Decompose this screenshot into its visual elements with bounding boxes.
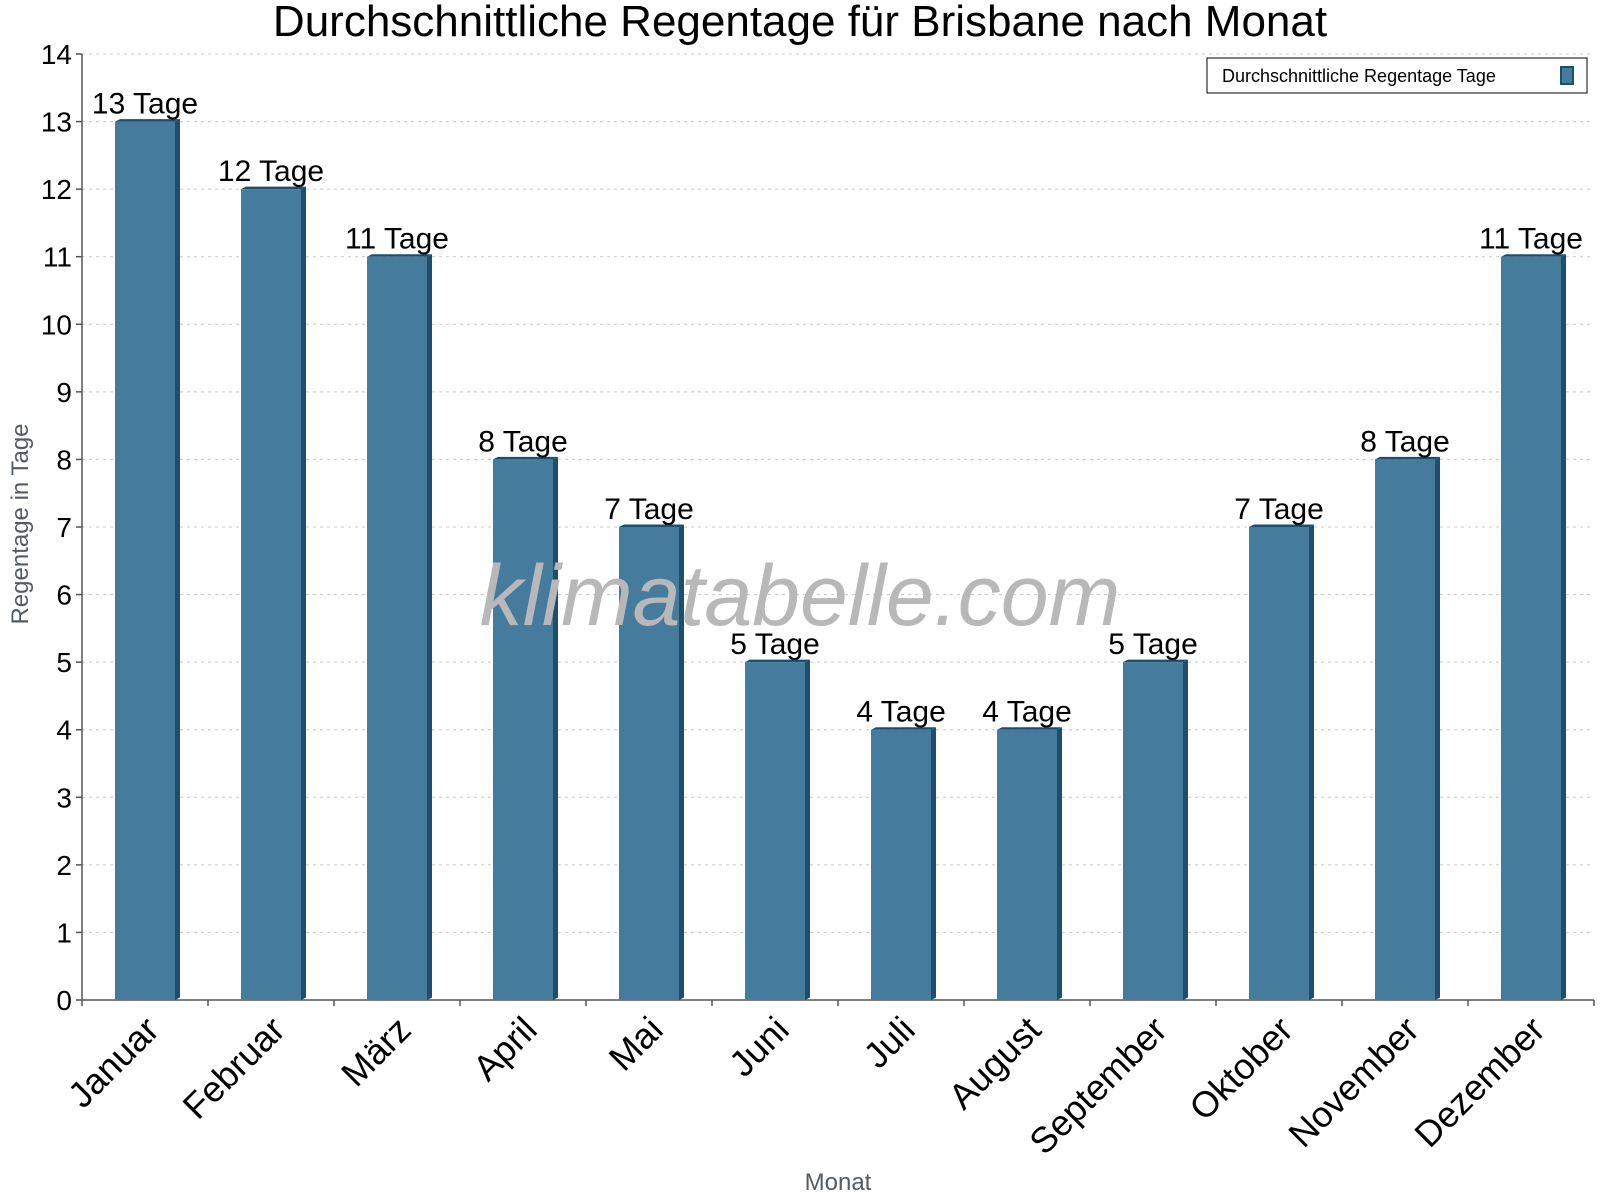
data-label: 8 Tage (478, 425, 568, 458)
y-tick-label: 0 (56, 985, 72, 1016)
chart-title: Durchschnittliche Regentage für Brisbane… (273, 0, 1327, 46)
bar-12 (1501, 254, 1566, 1000)
bar-top (745, 659, 810, 663)
y-tick-label: 5 (56, 647, 72, 678)
y-tick-label: 2 (56, 850, 72, 881)
bar-side (931, 727, 936, 1000)
y-tick-label: 12 (41, 174, 72, 205)
legend-label: Durchschnittliche Regentage Tage (1222, 66, 1496, 86)
x-tick-label: August (940, 1009, 1048, 1117)
bar-top (241, 186, 306, 190)
x-axis-title: Monat (805, 1169, 872, 1196)
bar-front (493, 459, 553, 1000)
bar-front (1249, 527, 1309, 1000)
bar-side (1057, 727, 1062, 1000)
bar-front (871, 729, 931, 1000)
data-label: 8 Tage (1360, 425, 1450, 458)
y-tick-label: 13 (41, 107, 72, 138)
y-tick-label: 11 (43, 242, 72, 273)
y-tick-label: 3 (56, 782, 72, 813)
bar-front (367, 256, 427, 1000)
bar-side (805, 659, 810, 1000)
bar-top (619, 524, 684, 527)
bar-side (1309, 524, 1314, 1000)
bar-front (115, 121, 175, 1001)
bar-front (1375, 459, 1435, 1000)
bar-front (619, 527, 679, 1000)
bar-7 (871, 727, 936, 1000)
bar-front (997, 729, 1057, 1000)
x-tick-label: März (333, 1009, 419, 1095)
bar-top (871, 727, 936, 730)
x-tick-label: Juli (855, 1009, 922, 1076)
legend-swatch (1560, 66, 1574, 85)
bar-8 (997, 727, 1062, 1000)
bar-front (1501, 256, 1561, 1000)
x-tick-label: November (1280, 1009, 1426, 1155)
bar-1 (115, 119, 180, 1001)
data-label: 4 Tage (856, 696, 946, 729)
bar-front (745, 662, 805, 1000)
x-tick-label: Oktober (1181, 1009, 1301, 1129)
data-label: 4 Tage (982, 696, 1072, 729)
x-tick-label: September (1021, 1009, 1175, 1163)
data-labels: 13 Tage 12 Tage 11 Tage 8 Tage 7 Tage 5 Tage 4… (92, 88, 1583, 729)
bar-2 (241, 186, 306, 1001)
bar-9 (1123, 659, 1188, 1000)
data-label: 11 Tage (1479, 223, 1583, 256)
bar-side (175, 119, 180, 1001)
data-label: 5 Tage (730, 628, 820, 661)
bar-top (1123, 659, 1188, 663)
y-tick-label: 1 (56, 917, 72, 948)
x-tick-label: Dezember (1406, 1009, 1552, 1155)
bar-top (1375, 456, 1440, 460)
y-tick-label: 6 (56, 580, 72, 611)
watermark-text: klimatabelle.com (480, 548, 1120, 644)
bar-front (1123, 662, 1183, 1000)
legend: Durchschnittliche Regentage Tage (1206, 57, 1588, 94)
legend-box (1206, 57, 1588, 94)
y-tick-label: 8 (56, 444, 72, 475)
grid-lines (82, 53, 1594, 933)
bar-side (553, 456, 558, 1000)
y-axis-title: Regentage in Tage (7, 423, 34, 624)
bar-side (427, 254, 432, 1000)
data-label: 13 Tage (92, 88, 198, 121)
data-label: 5 Tage (1108, 628, 1198, 661)
bar-10 (1249, 524, 1314, 1000)
bar-top (997, 727, 1062, 730)
bars (115, 119, 1566, 1001)
bar-front (241, 189, 301, 1001)
bar-side (679, 524, 684, 1000)
bar-top (367, 254, 432, 257)
bar-side (301, 186, 306, 1001)
y-tick-label: 14 (41, 39, 72, 70)
data-label: 7 Tage (604, 493, 694, 526)
bar-top (1249, 524, 1314, 527)
x-tick-label: Januar (60, 1009, 167, 1116)
bar-top (493, 456, 558, 460)
bar-6 (745, 659, 810, 1000)
bar-side (1435, 456, 1440, 1000)
y-tick-label: 7 (56, 512, 72, 543)
bar-5 (619, 524, 684, 1000)
data-label: 11 Tage (345, 223, 449, 256)
bar-4 (493, 456, 558, 1000)
x-tick-label: April (465, 1009, 545, 1089)
bar-11 (1375, 456, 1440, 1000)
bar-3 (367, 254, 432, 1000)
bar-side (1561, 254, 1566, 1000)
y-tick-label: 10 (41, 309, 72, 340)
bar-top (115, 119, 180, 122)
y-tick-label: 9 (56, 377, 72, 408)
x-tick-label: Juni (721, 1009, 797, 1085)
bar-side (1183, 659, 1188, 1000)
bar-top (1501, 254, 1566, 257)
x-tick-label: Februar (175, 1009, 293, 1127)
data-label: 12 Tage (218, 155, 324, 188)
data-label: 7 Tage (1234, 493, 1324, 526)
y-tick-label: 4 (56, 715, 72, 746)
x-tick-label: Mai (601, 1009, 671, 1079)
